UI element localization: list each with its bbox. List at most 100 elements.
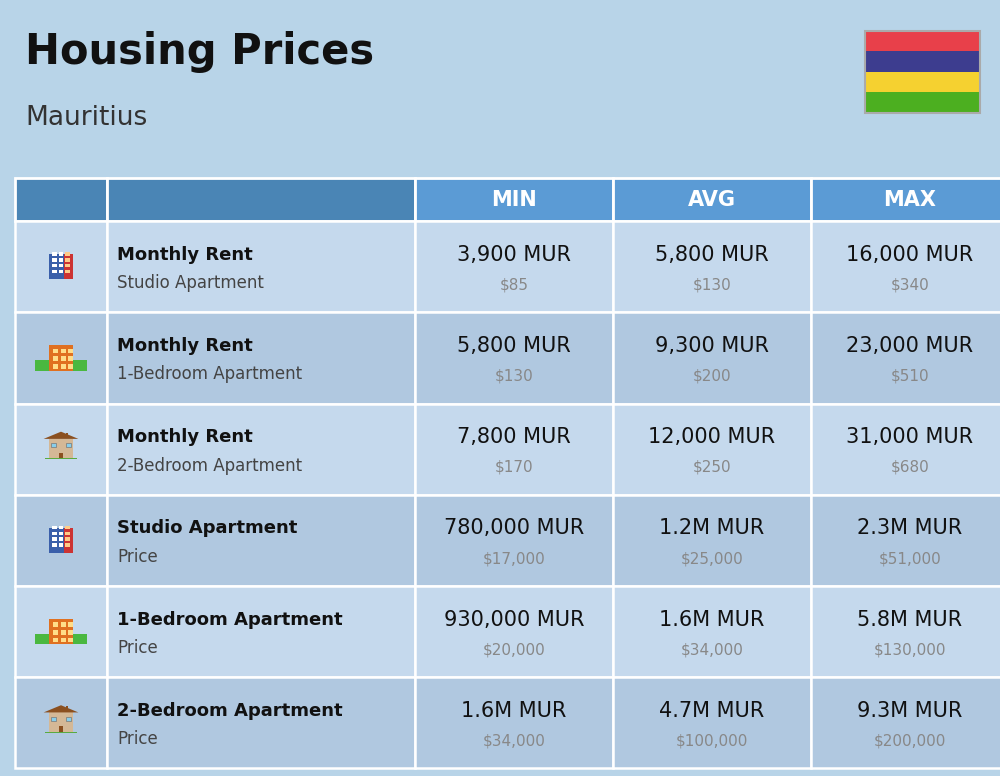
Polygon shape xyxy=(61,638,66,642)
Text: $85: $85 xyxy=(500,278,528,293)
Text: $250: $250 xyxy=(693,460,731,475)
Polygon shape xyxy=(415,221,613,313)
Text: 930,000 MUR: 930,000 MUR xyxy=(444,610,584,629)
Polygon shape xyxy=(613,495,811,586)
Text: $130: $130 xyxy=(693,278,731,293)
Text: $34,000: $34,000 xyxy=(681,643,743,657)
Text: 1.6M MUR: 1.6M MUR xyxy=(461,701,567,721)
Polygon shape xyxy=(811,495,1000,586)
Polygon shape xyxy=(107,313,415,404)
Text: 1-Bedroom Apartment: 1-Bedroom Apartment xyxy=(117,611,343,629)
Polygon shape xyxy=(107,677,415,768)
Polygon shape xyxy=(49,254,64,279)
Polygon shape xyxy=(59,532,63,535)
Text: Monthly Rent: Monthly Rent xyxy=(117,337,253,355)
Polygon shape xyxy=(65,543,70,547)
Polygon shape xyxy=(865,51,980,72)
Polygon shape xyxy=(52,543,57,547)
Text: 3,900 MUR: 3,900 MUR xyxy=(457,245,571,265)
Text: $20,000: $20,000 xyxy=(483,643,545,657)
Polygon shape xyxy=(51,443,56,448)
Polygon shape xyxy=(66,443,71,448)
Text: 780,000 MUR: 780,000 MUR xyxy=(444,518,584,539)
Polygon shape xyxy=(73,634,87,644)
Polygon shape xyxy=(15,221,107,313)
Polygon shape xyxy=(61,356,66,361)
Polygon shape xyxy=(45,458,77,459)
Polygon shape xyxy=(811,586,1000,677)
Text: 2.3M MUR: 2.3M MUR xyxy=(857,518,963,539)
Polygon shape xyxy=(811,178,1000,221)
Text: $17,000: $17,000 xyxy=(483,551,545,566)
Polygon shape xyxy=(45,732,77,733)
Polygon shape xyxy=(865,92,980,113)
Polygon shape xyxy=(65,269,70,273)
Polygon shape xyxy=(52,537,57,541)
Text: 9,300 MUR: 9,300 MUR xyxy=(655,336,769,356)
Text: Housing Prices: Housing Prices xyxy=(25,31,374,73)
Polygon shape xyxy=(52,252,57,256)
Text: 16,000 MUR: 16,000 MUR xyxy=(846,245,974,265)
Text: $170: $170 xyxy=(495,460,533,475)
Text: Studio Apartment: Studio Apartment xyxy=(117,519,297,538)
Text: AVG: AVG xyxy=(688,190,736,210)
Text: 4.7M MUR: 4.7M MUR xyxy=(659,701,765,721)
Polygon shape xyxy=(68,630,73,635)
Text: 2-Bedroom Apartment: 2-Bedroom Apartment xyxy=(117,456,302,474)
Polygon shape xyxy=(49,528,64,553)
Polygon shape xyxy=(49,345,73,371)
Text: 31,000 MUR: 31,000 MUR xyxy=(846,428,974,447)
Text: Studio Apartment: Studio Apartment xyxy=(117,274,264,292)
Polygon shape xyxy=(53,638,58,642)
Polygon shape xyxy=(613,677,811,768)
Polygon shape xyxy=(44,431,78,439)
Text: Monthly Rent: Monthly Rent xyxy=(117,428,253,446)
Polygon shape xyxy=(59,543,63,547)
Polygon shape xyxy=(35,361,49,371)
Text: $510: $510 xyxy=(891,369,929,383)
Polygon shape xyxy=(64,254,73,279)
Polygon shape xyxy=(613,586,811,677)
Polygon shape xyxy=(53,356,58,361)
Polygon shape xyxy=(65,537,70,541)
Polygon shape xyxy=(59,537,63,541)
Polygon shape xyxy=(613,404,811,495)
Text: $130,000: $130,000 xyxy=(874,643,946,657)
Polygon shape xyxy=(73,361,87,371)
Polygon shape xyxy=(61,622,66,627)
Text: Mauritius: Mauritius xyxy=(25,105,147,131)
Text: 7,800 MUR: 7,800 MUR xyxy=(457,428,571,447)
Polygon shape xyxy=(53,622,58,627)
Polygon shape xyxy=(64,528,73,553)
Polygon shape xyxy=(15,677,107,768)
Polygon shape xyxy=(68,356,73,361)
Polygon shape xyxy=(107,178,415,221)
Text: $51,000: $51,000 xyxy=(879,551,941,566)
Polygon shape xyxy=(811,677,1000,768)
Polygon shape xyxy=(613,178,811,221)
Polygon shape xyxy=(415,178,613,221)
Text: $200: $200 xyxy=(693,369,731,383)
Polygon shape xyxy=(415,404,613,495)
Polygon shape xyxy=(107,221,415,313)
Polygon shape xyxy=(811,221,1000,313)
Polygon shape xyxy=(865,31,980,51)
Text: 12,000 MUR: 12,000 MUR xyxy=(648,428,776,447)
Text: 2-Bedroom Apartment: 2-Bedroom Apartment xyxy=(117,702,343,720)
Text: 1.6M MUR: 1.6M MUR xyxy=(659,610,765,629)
Polygon shape xyxy=(613,313,811,404)
Polygon shape xyxy=(51,716,56,721)
Polygon shape xyxy=(52,258,57,262)
Polygon shape xyxy=(68,638,73,642)
Polygon shape xyxy=(61,364,66,369)
Polygon shape xyxy=(65,258,70,262)
Polygon shape xyxy=(15,178,107,221)
Polygon shape xyxy=(65,526,70,529)
Polygon shape xyxy=(415,495,613,586)
Polygon shape xyxy=(107,586,415,677)
Polygon shape xyxy=(49,712,73,733)
Text: $340: $340 xyxy=(891,278,929,293)
Polygon shape xyxy=(49,618,73,644)
Text: Price: Price xyxy=(117,548,158,566)
Polygon shape xyxy=(59,526,63,529)
